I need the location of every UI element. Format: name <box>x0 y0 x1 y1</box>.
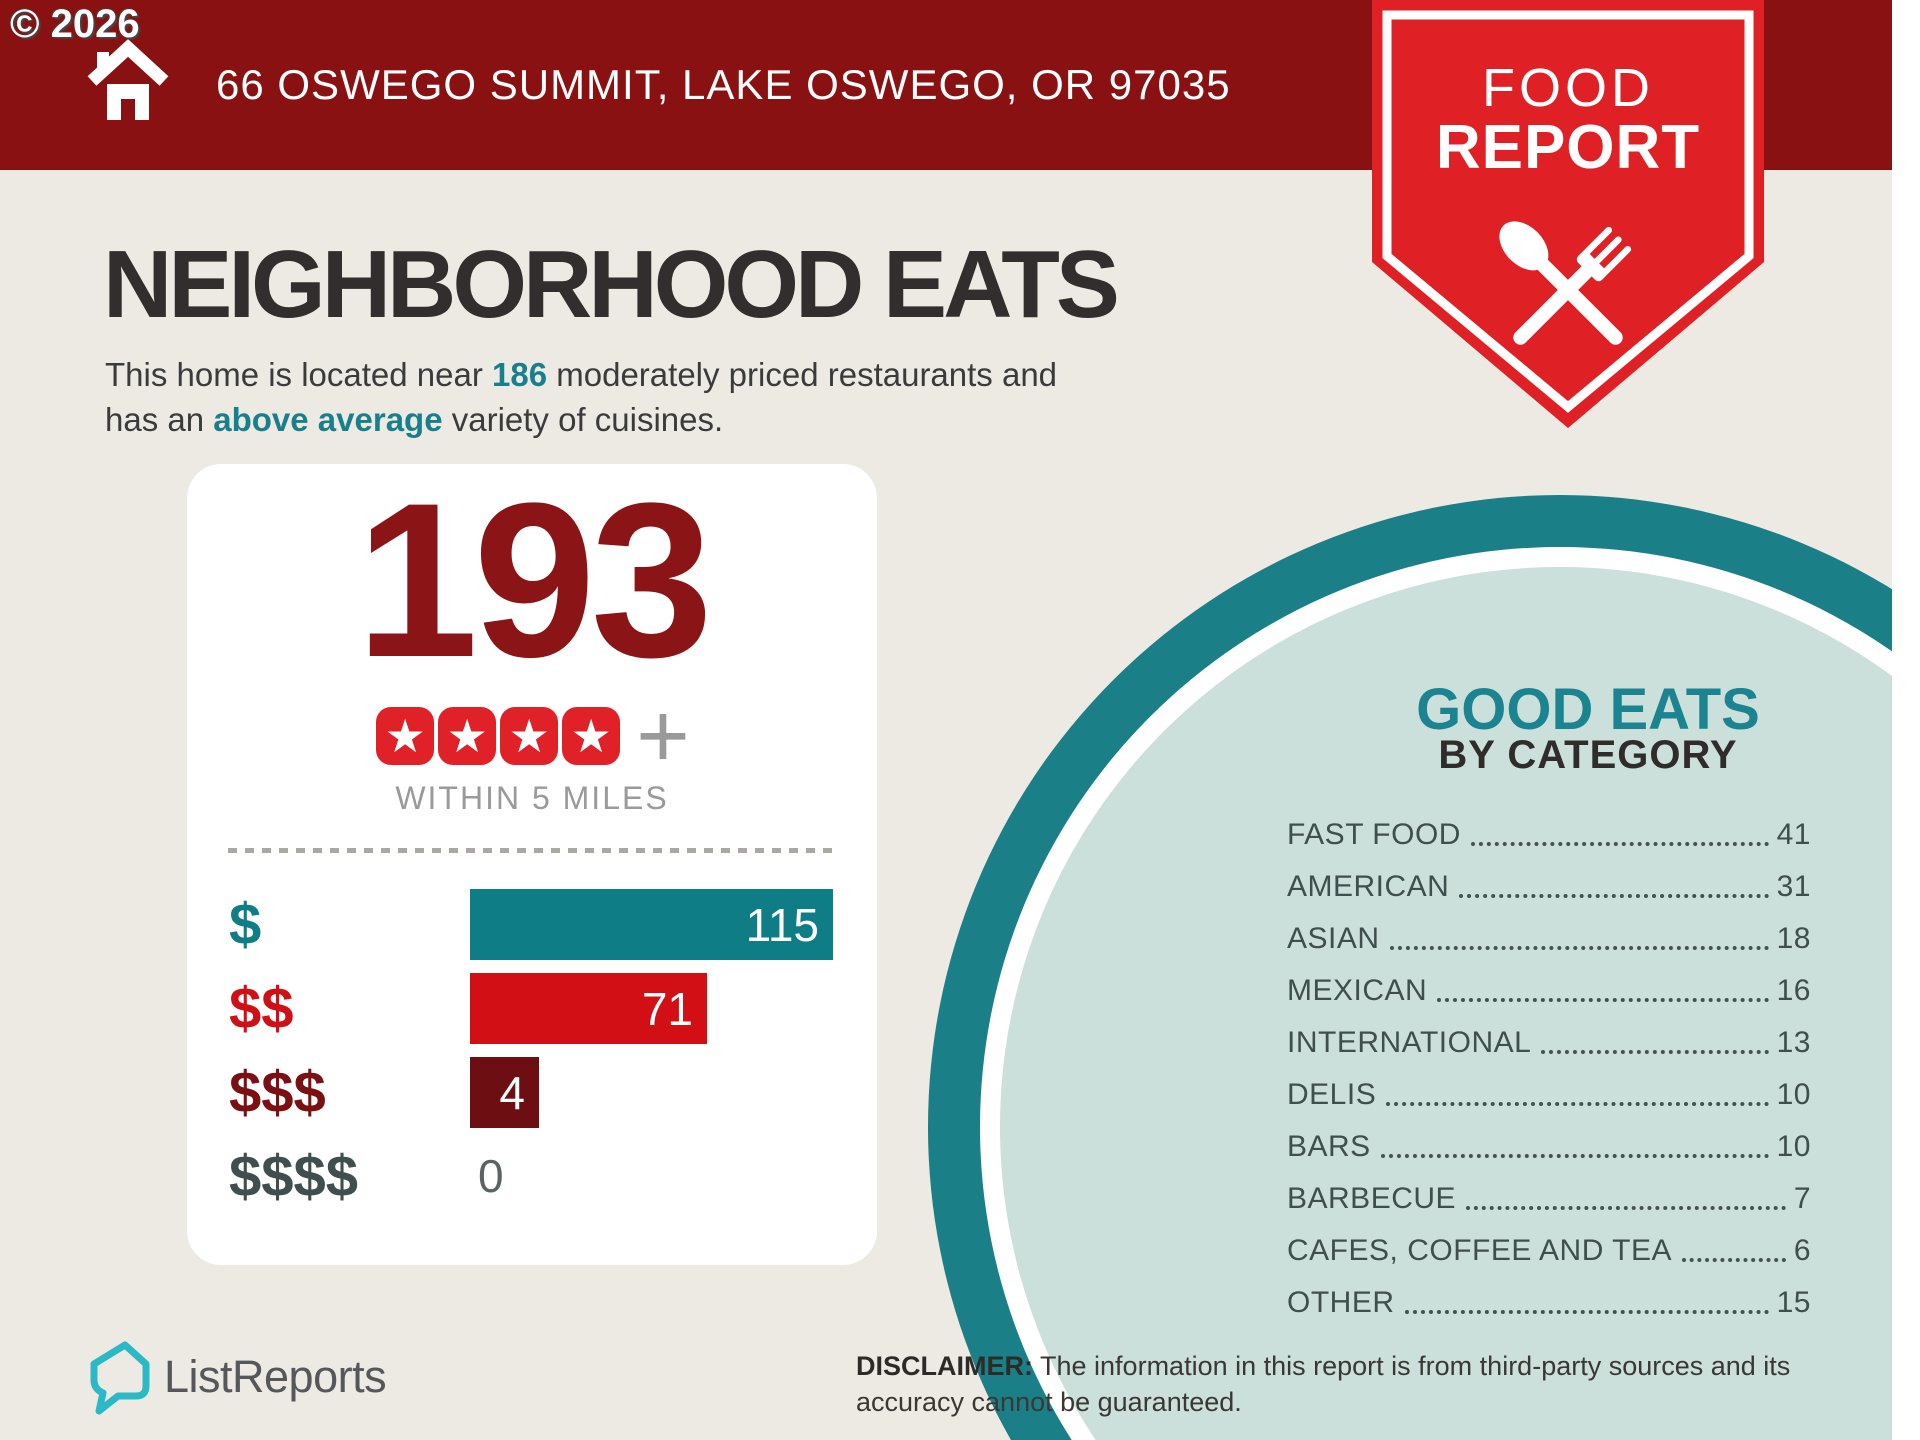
good-eats-title: GOOD EATS <box>1416 677 1760 742</box>
category-row: MEXICAN 16 <box>1287 965 1811 1017</box>
copyright-watermark: © 2026 <box>10 2 140 46</box>
category-row: BARBECUE 7 <box>1287 1173 1811 1225</box>
category-label: AMERICAN <box>1287 870 1450 903</box>
category-value: 7 <box>1793 1182 1811 1215</box>
dotted-leader <box>1380 1121 1769 1158</box>
dotted-leader <box>1682 1225 1786 1262</box>
category-value: 31 <box>1776 870 1811 903</box>
category-label: CAFES, COFFEE AND TEA <box>1287 1234 1673 1267</box>
disclaimer-label: DISCLAIMER: <box>856 1351 1033 1381</box>
price-label: $$$$ <box>229 1144 359 1209</box>
category-label: OTHER <box>1287 1286 1395 1319</box>
good-eats-circle-ring <box>928 495 1892 1440</box>
badge-line2: REPORT <box>1436 113 1700 182</box>
listreports-logo: ListReports <box>84 1338 387 1416</box>
category-row: DELIS 10 <box>1287 1069 1811 1121</box>
food-report-badge: FOOD REPORT <box>1372 0 1764 428</box>
price-level-bar-chart: $ 115 $$ 71 $$$ 4 $$$$ 0 <box>229 889 849 1225</box>
star-icon: ★ <box>438 707 497 765</box>
star-icon: ★ <box>562 707 621 765</box>
dotted-leader <box>1459 861 1769 898</box>
dotted-leader <box>1404 1277 1769 1314</box>
category-value: 6 <box>1793 1234 1811 1267</box>
restaurant-count-highlight: 186 <box>492 356 548 393</box>
price-row: $$ 71 <box>229 973 849 1044</box>
dotted-leader <box>1466 1173 1786 1210</box>
price-row: $$$$ 0 <box>229 1141 849 1212</box>
price-row: $$$ 4 <box>229 1057 849 1128</box>
star-icon: ★ <box>500 707 559 765</box>
category-row: OTHER 15 <box>1287 1277 1811 1329</box>
category-value: 18 <box>1776 922 1811 955</box>
listreports-wordmark: ListReports <box>164 1351 387 1402</box>
category-value: 13 <box>1776 1026 1811 1059</box>
price-bar-value: 4 <box>499 1066 525 1119</box>
category-value: 15 <box>1776 1286 1811 1319</box>
price-bar: 71 <box>470 973 707 1044</box>
spoon-fork-icon <box>1499 221 1632 345</box>
category-row: AMERICAN 31 <box>1287 861 1811 913</box>
disclaimer: DISCLAIMER: The information in this repo… <box>856 1348 1856 1420</box>
category-value: 16 <box>1776 974 1811 1007</box>
category-row: CAFES, COFFEE AND TEA 6 <box>1287 1225 1811 1277</box>
category-label: INTERNATIONAL <box>1287 1026 1532 1059</box>
price-bar-value: 115 <box>745 898 819 951</box>
plus-icon: + <box>636 685 690 787</box>
dotted-leader <box>1470 809 1769 846</box>
category-row: ASIAN 18 <box>1287 913 1811 965</box>
price-bar: 115 <box>470 889 833 960</box>
category-row: INTERNATIONAL 13 <box>1287 1017 1811 1069</box>
page-title: NEIGHBORHOOD EATS <box>103 231 1120 338</box>
star-rating: ★ ★ ★ ★ + <box>187 685 877 787</box>
intro-line2-text: has an <box>105 401 214 438</box>
radius-caption: WITHIN 5 MILES <box>395 780 669 816</box>
category-value: 41 <box>1776 818 1811 851</box>
category-value: 10 <box>1776 1078 1811 1111</box>
category-label: DELIS <box>1287 1078 1377 1111</box>
price-label: $$$ <box>229 1060 326 1125</box>
price-bar-value: 71 <box>641 982 693 1035</box>
price-bar: 4 <box>470 1057 539 1128</box>
listreports-house-icon <box>90 1341 150 1415</box>
category-label: MEXICAN <box>1287 974 1428 1007</box>
property-address: 66 OSWEGO SUMMIT, LAKE OSWEGO, OR 97035 <box>216 61 1231 108</box>
category-label: BARBECUE <box>1287 1182 1457 1215</box>
category-label: ASIAN <box>1287 922 1380 955</box>
price-label: $$ <box>229 976 294 1041</box>
good-eats-subtitle: BY CATEGORY <box>1438 733 1738 777</box>
restaurant-count: 193 <box>355 457 713 703</box>
intro-paragraph: This home is located near 186 moderately… <box>105 352 1057 442</box>
price-label: $ <box>229 892 262 957</box>
dashed-divider <box>228 848 838 853</box>
category-row: FAST FOOD 41 <box>1287 809 1811 861</box>
disclaimer-text: The information in this report is from t… <box>856 1351 1791 1417</box>
restaurant-summary-card: 193 ★ ★ ★ ★ + WITHIN 5 MILES $ 115 $$ 71 <box>187 464 877 1265</box>
intro-line-1: This home is located near 186 moderately… <box>105 352 1057 397</box>
intro-line1-text: This home is located near <box>105 356 493 393</box>
intro-line-2: has an above average variety of cuisines… <box>105 397 1057 442</box>
intro-line2-text-after: variety of cuisines. <box>442 401 724 438</box>
star-icon: ★ <box>376 707 435 765</box>
house-icon <box>87 39 169 120</box>
dotted-leader <box>1389 913 1769 950</box>
dotted-leader <box>1437 965 1769 1002</box>
category-row: BARS 10 <box>1287 1121 1811 1173</box>
intro-line1-text-after: moderately priced restaurants and <box>547 356 1058 393</box>
badge-line1: FOOD <box>1482 58 1654 118</box>
category-label: FAST FOOD <box>1287 818 1461 851</box>
good-eats-category-list: FAST FOOD 41 AMERICAN 31 ASIAN 18 MEXICAN 16… <box>1287 809 1811 1329</box>
price-row: $ 115 <box>229 889 849 960</box>
dotted-leader <box>1541 1017 1769 1054</box>
category-label: BARS <box>1287 1130 1371 1163</box>
dotted-leader <box>1386 1069 1769 1106</box>
price-zero-value: 0 <box>478 1150 504 1202</box>
variety-highlight: above average <box>213 401 443 438</box>
category-value: 10 <box>1776 1130 1811 1163</box>
